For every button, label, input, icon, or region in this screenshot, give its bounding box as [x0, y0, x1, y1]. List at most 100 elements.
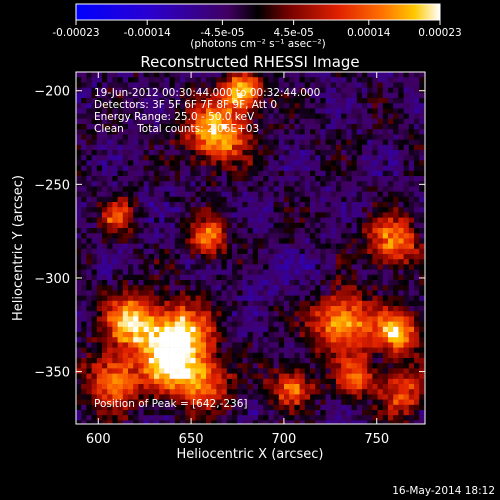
heatmap-cell [185, 373, 191, 380]
heatmap-cell [388, 269, 394, 276]
heatmap-cell [117, 280, 124, 286]
heatmap-cell [206, 155, 212, 161]
heatmap-cell [268, 410, 274, 416]
heatmap-cell [133, 165, 139, 172]
heatmap-cell [372, 202, 378, 208]
heatmap-cell [310, 160, 316, 166]
heatmap-cell [180, 274, 186, 281]
heatmap-cell [315, 300, 321, 307]
heatmap-cell [263, 170, 269, 177]
heatmap-cell [138, 347, 144, 354]
heatmap-cell [315, 72, 321, 78]
heatmap-cell [76, 332, 82, 338]
heatmap-cell [206, 332, 212, 338]
heatmap-cell [185, 363, 191, 369]
heatmap-cell [102, 269, 108, 276]
heatmap-cell [206, 139, 212, 146]
heatmap-cell [325, 280, 332, 286]
heatmap-cell [133, 186, 139, 192]
heatmap-cell [346, 404, 352, 411]
heatmap-cell [351, 72, 358, 78]
heatmap-cell [310, 248, 316, 255]
heatmap-cell [96, 181, 103, 187]
heatmap-cell [180, 222, 186, 229]
heatmap-cell [268, 196, 274, 203]
heatmap-cell [403, 285, 410, 291]
heatmap-cell [117, 150, 124, 156]
heatmap-cell [190, 410, 196, 416]
heatmap-cell [148, 82, 155, 88]
heatmap-cell [362, 368, 368, 374]
heatmap-cell [148, 202, 155, 208]
heatmap-cell [195, 306, 202, 312]
heatmap-cell [362, 150, 368, 156]
heatmap-cell [320, 399, 326, 406]
heatmap-cell [91, 72, 98, 78]
heatmap-cell [226, 124, 233, 130]
heatmap-cell [382, 144, 389, 151]
heatmap-cell [263, 290, 269, 296]
heatmap-cell [273, 384, 280, 390]
heatmap-cell [289, 170, 295, 177]
heatmap-cell [211, 170, 217, 177]
heatmap-cell [242, 285, 248, 291]
heatmap-cell [367, 233, 373, 239]
heatmap-cell [128, 332, 134, 338]
heatmap-cell [206, 124, 212, 130]
heatmap-cell [117, 155, 124, 161]
heatmap-cell [372, 254, 378, 260]
heatmap-cell [143, 243, 150, 250]
heatmap-cell [96, 160, 103, 166]
heatmap-cell [382, 124, 389, 130]
heatmap-cell [211, 118, 217, 125]
heatmap-cell [408, 191, 415, 198]
heatmap-cell [164, 217, 170, 224]
heatmap-cell [122, 217, 129, 224]
heatmap-cell [414, 404, 420, 411]
heatmap-cell [330, 280, 337, 286]
heatmap-cell [180, 285, 186, 291]
heatmap-cell [143, 384, 150, 390]
heatmap-cell [195, 373, 202, 380]
heatmap-cell [107, 352, 113, 359]
heatmap-cell [310, 176, 316, 182]
heatmap-cell [310, 316, 316, 322]
heatmap-cell [408, 316, 415, 322]
heatmap-cell [169, 222, 176, 229]
heatmap-cell [278, 274, 285, 281]
heatmap-cell [96, 134, 103, 140]
heatmap-cell [356, 420, 363, 424]
heatmap-cell [310, 399, 316, 406]
heatmap-cell [278, 170, 285, 177]
heatmap-cell [102, 144, 108, 151]
heatmap-cell [174, 415, 181, 421]
heatmap-cell [211, 269, 217, 276]
heatmap-cell [211, 150, 217, 156]
heatmap-cell [185, 337, 191, 343]
heatmap-cell [419, 378, 425, 385]
heatmap-cell [226, 118, 233, 125]
heatmap-cell [143, 170, 150, 177]
heatmap-cell [91, 373, 98, 380]
heatmap-cell [200, 233, 207, 239]
heatmap-cell [206, 108, 212, 114]
heatmap-cell [403, 352, 410, 359]
heatmap-cell [195, 124, 202, 130]
heatmap-cell [367, 72, 373, 78]
heatmap-cell [164, 259, 170, 265]
heatmap-cell [325, 274, 332, 281]
heatmap-cell [122, 196, 129, 203]
heatmap-cell [81, 108, 87, 114]
heatmap-cell [190, 243, 196, 250]
heatmap-cell [258, 368, 264, 374]
heatmap-cell [403, 118, 410, 125]
heatmap-cell [185, 191, 191, 198]
heatmap-cell [336, 389, 342, 395]
heatmap-cell [247, 399, 254, 406]
heatmap-cell [299, 352, 306, 359]
heatmap-cell [289, 238, 295, 244]
heatmap-cell [419, 300, 425, 307]
heatmap-cell [273, 280, 280, 286]
heatmap-cell [148, 420, 155, 424]
heatmap-cell [393, 420, 399, 424]
